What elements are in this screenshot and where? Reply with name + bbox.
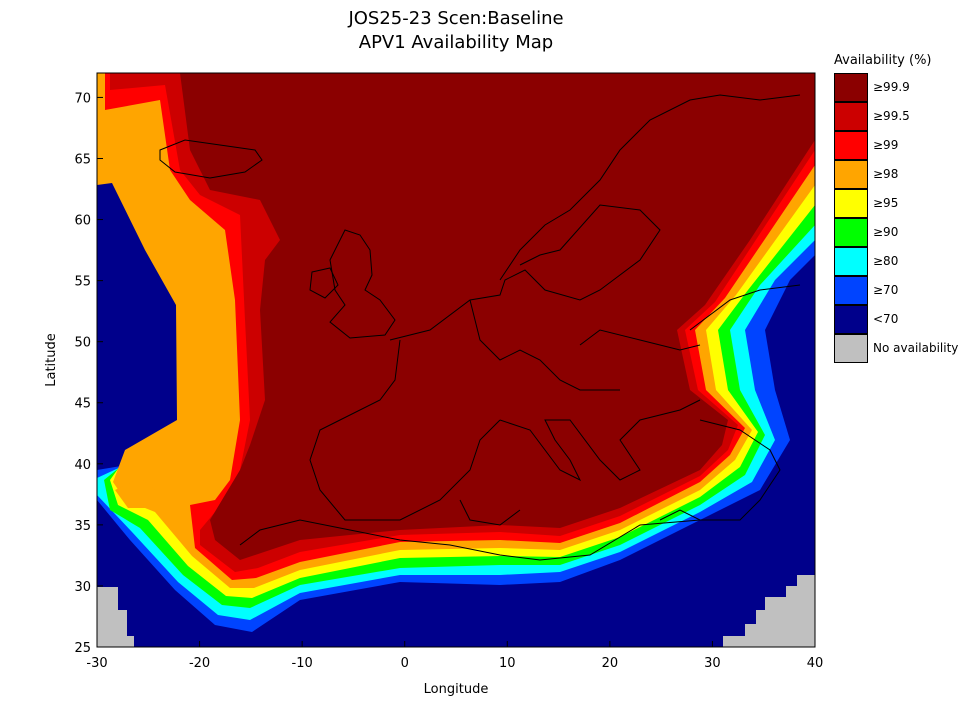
chart-subtitle: APV1 Availability Map — [358, 32, 554, 53]
y-tick-label: 50 — [74, 336, 91, 351]
legend-swatch — [834, 131, 868, 160]
y-tick-label: 45 — [74, 397, 91, 412]
legend-swatch — [834, 334, 868, 363]
plot-frame — [96, 72, 816, 648]
x-tick-label: -20 — [189, 656, 210, 671]
zone-no-availability-sw — [97, 587, 134, 647]
legend-label: <70 — [873, 312, 899, 326]
y-tick-label: 25 — [74, 641, 91, 656]
legend-swatch — [834, 160, 868, 189]
legend-swatch — [834, 218, 868, 247]
y-tick-label: 70 — [74, 91, 91, 106]
x-axis-label: Longitude — [424, 682, 489, 697]
zone-azores-ge98 — [115, 478, 158, 508]
x-tick-label: 30 — [704, 656, 721, 671]
legend-label: No availability — [873, 341, 959, 355]
legend-label: ≥98 — [873, 167, 899, 181]
y-tick-label: 55 — [74, 275, 91, 290]
legend-swatch — [834, 305, 868, 334]
legend-label: ≥70 — [873, 283, 899, 297]
legend-swatch — [834, 276, 868, 305]
legend-label: ≥99.9 — [873, 80, 910, 94]
x-tick-label: 40 — [807, 656, 824, 671]
chart-title: JOS25-23 Scen:Baseline — [348, 8, 564, 29]
zone-no-availability-se — [723, 575, 815, 647]
legend-label: ≥90 — [873, 225, 899, 239]
availability-contours — [97, 73, 815, 647]
zone-ge99-9 — [180, 73, 815, 560]
legend-title: Availability (%) — [834, 53, 932, 68]
x-tick-label: -10 — [292, 656, 313, 671]
legend-label: ≥95 — [873, 196, 899, 210]
legend-label: ≥99 — [873, 138, 899, 152]
y-tick-label: 40 — [74, 458, 91, 473]
y-tick-label: 65 — [74, 152, 91, 167]
x-tick-label: 0 — [401, 656, 409, 671]
y-tick-label: 35 — [74, 519, 91, 534]
y-tick-label: 30 — [74, 580, 91, 595]
x-tick-label: 10 — [499, 656, 516, 671]
legend-swatch — [834, 102, 868, 131]
legend-label: ≥80 — [873, 254, 899, 268]
legend-swatch — [834, 73, 868, 102]
y-axis-ticks: 25 30 35 40 45 50 55 60 65 70 — [74, 91, 103, 656]
legend-label: ≥99.5 — [873, 109, 910, 123]
x-axis-ticks: -30 -20 -10 0 10 20 30 40 — [86, 641, 823, 671]
coastlines — [159, 94, 801, 561]
legend-swatch — [834, 189, 868, 218]
x-tick-label: -30 — [86, 656, 107, 671]
y-axis-label: Latitude — [44, 333, 59, 387]
y-tick-label: 60 — [74, 214, 91, 229]
legend-swatch — [834, 247, 868, 276]
x-tick-label: 20 — [602, 656, 619, 671]
